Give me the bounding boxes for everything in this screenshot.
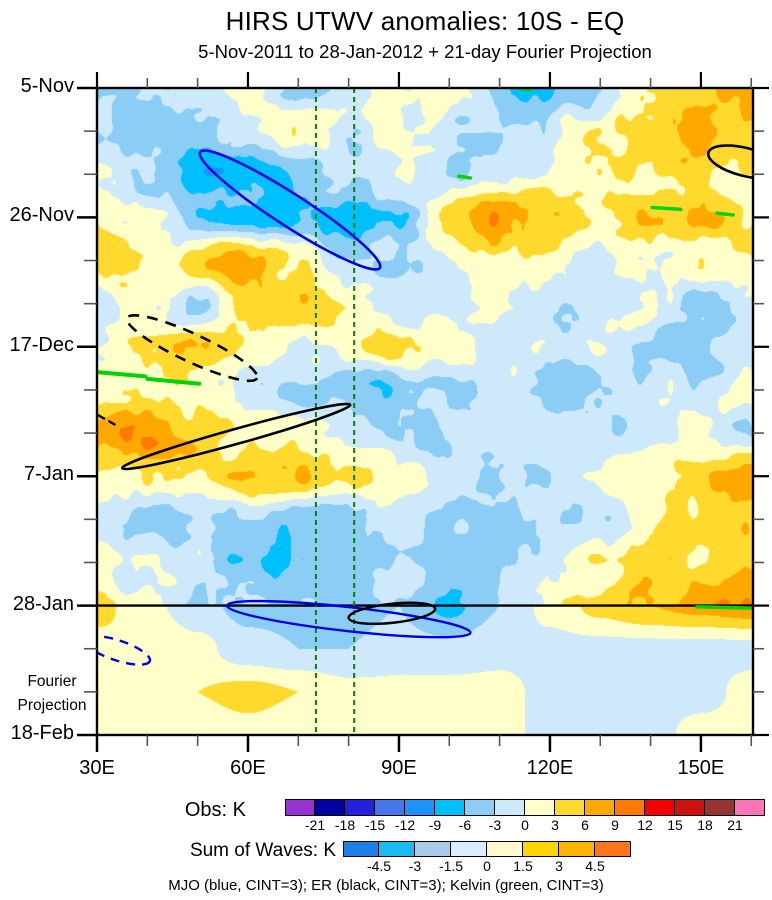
- colorbar-tick-label: 0: [521, 817, 529, 833]
- fourier-annotation-line1: Fourier: [27, 673, 77, 690]
- x-tick-label: 120E: [526, 757, 574, 779]
- colorbar-tick-label: -4.5: [366, 858, 392, 874]
- colorbar-tick-label: 12: [637, 817, 653, 833]
- colorbar-tick-label: 18: [697, 817, 713, 833]
- colorbar-segment: [435, 799, 465, 816]
- waves-colorbar: [343, 841, 631, 857]
- colorbar-segment: [645, 799, 675, 816]
- colorbar-segment: [675, 799, 705, 816]
- colorbar-tick-label: -15: [364, 817, 386, 833]
- heatmap-canvas: [97, 88, 753, 735]
- x-tick-label: 150E: [677, 757, 725, 779]
- colorbar-segment: [615, 799, 645, 816]
- y-tick-label: 28-Jan: [12, 592, 74, 615]
- colorbar-segment: [595, 841, 631, 857]
- colorbar-tick-label: -18: [334, 817, 356, 833]
- obs-colorbar: [285, 799, 765, 816]
- colorbar-tick-label: 21: [727, 817, 743, 833]
- colorbar-tick-label: 0: [483, 858, 491, 874]
- colorbar-tick-label: -3: [408, 858, 422, 874]
- y-tick-label: 5-Nov: [20, 75, 74, 97]
- x-tick-label: 30E: [79, 757, 115, 779]
- colorbar-tick-label: 9: [611, 817, 619, 833]
- colorbar-segment: [375, 799, 405, 816]
- colorbar-segment: [495, 799, 525, 816]
- colorbar-tick-label: -9: [428, 817, 442, 833]
- colorbar-tick-label: -21: [304, 817, 326, 833]
- colorbar-tick-label: 15: [667, 817, 683, 833]
- colorbar-segment: [585, 799, 615, 816]
- colorbar-segment: [345, 799, 375, 816]
- chart-title: HIRS UTWV anomalies: 10S - EQ: [225, 6, 625, 36]
- x-tick-label: 90E: [381, 757, 417, 779]
- colorbar-segment: [487, 841, 523, 857]
- colorbar-segment: [525, 799, 555, 816]
- wave-legend-caption: MJO (blue, CINT=3); ER (black, CINT=3); …: [168, 877, 604, 894]
- x-tick-label: 60E: [230, 757, 266, 779]
- chart-subtitle: 5-Nov-2011 to 28-Jan-2012 + 21-day Fouri…: [198, 41, 652, 62]
- colorbar-tick-label: 3: [551, 817, 559, 833]
- y-tick-label: 26-Nov: [9, 204, 74, 227]
- waves-colorbar-label: Sum of Waves: K: [189, 840, 336, 861]
- colorbar-segment: [379, 841, 415, 857]
- colorbar-tick-label: 6: [581, 817, 589, 833]
- colorbar-tick-label: -6: [458, 817, 472, 833]
- colorbar-tick-label: -12: [394, 817, 416, 833]
- colorbar-tick-label: 1.5: [513, 858, 533, 874]
- colorbar-segment: [451, 841, 487, 857]
- colorbar-segment: [415, 841, 451, 857]
- colorbar-tick-label: -3: [488, 817, 502, 833]
- colorbar-tick-label: 4.5: [585, 858, 605, 874]
- colorbar-segment: [465, 799, 495, 816]
- y-tick-label: 17-Dec: [9, 333, 74, 356]
- colorbar-segment: [735, 799, 765, 816]
- colorbar-segment: [523, 841, 559, 857]
- y-tick-label: 7-Jan: [23, 463, 74, 486]
- y-tick-label: 18-Feb: [10, 722, 74, 744]
- colorbar-segment: [343, 841, 379, 857]
- colorbar-segment: [285, 799, 315, 816]
- colorbar-tick-label: -1.5: [438, 858, 464, 874]
- fourier-annotation-line2: Projection: [17, 697, 87, 714]
- fourier-projection-annotation: Fourier Projection: [4, 670, 100, 718]
- colorbar-segment: [315, 799, 345, 816]
- obs-colorbar-label: Obs: K: [184, 799, 246, 821]
- colorbar-segment: [555, 799, 585, 816]
- colorbar-tick-label: 3: [555, 858, 563, 874]
- colorbar-segment: [559, 841, 595, 857]
- colorbar-segment: [705, 799, 735, 816]
- colorbar-segment: [405, 799, 435, 816]
